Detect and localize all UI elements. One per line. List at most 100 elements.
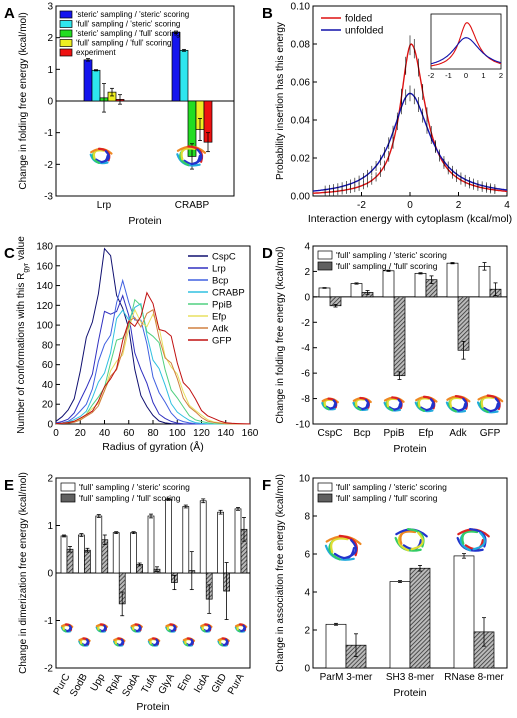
protein-ribbon-e5-6 — [153, 638, 160, 647]
protein-ribbon-e9-6 — [222, 638, 229, 647]
protein-ribbon-f2-6 — [410, 531, 424, 551]
bar-d-3-0 — [414, 272, 427, 298]
x-tick-label-b-0: -2 — [357, 200, 366, 211]
legend-label-c-5: Efp — [212, 312, 226, 323]
y-tick-label-a-2: -1 — [44, 128, 53, 139]
x-tick-label-b-2: 2 — [456, 200, 462, 211]
legend-label-c-7: GFP — [212, 336, 232, 347]
y-tick-label-c-3: 60 — [42, 360, 54, 371]
y-tick-label-e-2: 0 — [47, 569, 53, 580]
y-tick-label-a-6: 3 — [47, 2, 53, 13]
legend-label-f-0: 'full' sampling / 'steric' scoring — [336, 482, 447, 492]
series-line-c-6 — [55, 309, 250, 425]
x-tick-label-d-5: GFP — [480, 428, 501, 439]
inset-tick-label-b-4: 2 — [499, 71, 503, 80]
chart-panel-a: -3 -2 -1 0 1 2 3 Lrp CRABP Change in folding free… — [18, 2, 235, 227]
y-tick-label-c-1: 20 — [42, 400, 54, 411]
legend-swatch-a-0 — [59, 10, 73, 19]
legend-label-c-0: CspC — [212, 252, 236, 263]
y-tick-label-a-3: 0 — [47, 97, 53, 108]
bar-f-2-0 — [453, 555, 475, 669]
series-line-c-4 — [55, 298, 250, 425]
legend-swatch-d-1 — [317, 261, 333, 271]
protein-ribbon-e10-6 — [240, 624, 247, 633]
x-tick-label-c-4: 80 — [147, 428, 159, 439]
inset-frame-b — [430, 13, 502, 70]
y-tick-label-e-3: 1 — [47, 521, 53, 532]
legend-swatch-f-1 — [317, 493, 333, 503]
bar-a-0-1 — [91, 69, 101, 102]
y-tick-label-c-4: 80 — [42, 340, 54, 351]
legend-swatch-f-0 — [317, 482, 333, 492]
x-tick-label-a-0: Lrp — [97, 200, 112, 211]
protein-ribbon-e0-6 — [66, 624, 73, 633]
y-tick-label-d-1: -8 — [301, 394, 310, 405]
bar-d-2-0 — [382, 270, 395, 298]
legend-label-a-0: 'steric' sampling / 'steric' scoring — [76, 10, 189, 19]
y-tick-label-f-3: 6 — [304, 550, 310, 561]
panel-letter-d: D — [262, 245, 273, 262]
y-tick-label-c-9: 180 — [36, 242, 53, 253]
x-tick-label-d-1: Bcp — [353, 428, 371, 439]
bar-e-3-0 — [112, 532, 120, 574]
legend-label-a-3: 'full' sampling / 'full' scoring — [76, 39, 171, 48]
protein-ribbon-e4-6 — [135, 624, 142, 633]
y-tick-label-b-1: 0.02 — [291, 154, 311, 165]
panel-letter-f: F — [262, 477, 271, 494]
y-tick-label-f-4: 8 — [304, 512, 310, 523]
protein-ribbon-e1-6 — [83, 638, 90, 647]
legend-label-e-0: 'full' sampling / 'steric' scoring — [79, 482, 190, 492]
plot-frame-d — [312, 245, 508, 425]
y-axis-label-c: Number of conformations with this Rgyr v… — [16, 236, 30, 434]
protein-ribbon-e8-6 — [205, 624, 212, 633]
x-tick-label-c-5: 100 — [169, 428, 186, 439]
chart-panel-f: 0 2 4 6 8 10 ParM 3-mer SH3 8-mer RNase 8-mer Cha… — [275, 474, 508, 699]
bar-d-5-0 — [478, 265, 491, 298]
protein-ribbon-f2-3 — [399, 530, 417, 545]
bar-d-0-0 — [318, 287, 331, 298]
chart-panel-b: 0.00 0.02 0.04 0.06 0.08 0.10 -2 0 2 4 foldedunfol… — [275, 2, 512, 226]
x-axis-label-d: Protein — [393, 443, 426, 455]
bar-e-0-1 — [66, 548, 74, 574]
x-tick-label-c-6: 120 — [193, 428, 210, 439]
legend-label-d-0: 'full' sampling / 'steric' scoring — [336, 250, 447, 260]
inset-tick-label-b-2: 0 — [464, 71, 468, 80]
bar-a-1-0 — [171, 31, 181, 102]
y-tick-label-d-6: 2 — [304, 267, 310, 278]
x-tick-label-c-7: 140 — [217, 428, 234, 439]
protein-ribbon-d3-6 — [425, 398, 435, 412]
y-tick-label-e-1: -1 — [44, 616, 53, 627]
legend-label-c-3: CRABP — [212, 288, 245, 299]
protein-ribbon-a1-6 — [100, 150, 110, 164]
y-tick-label-c-0: 0 — [47, 420, 53, 431]
legend-swatch-a-4 — [59, 48, 73, 57]
bar-e-7-0 — [182, 506, 190, 574]
x-tick-label-e-6: GlyA — [157, 672, 178, 697]
y-axis-label-e: Change in dimerization free energy (kcal… — [18, 472, 29, 674]
bar-e-9-0 — [217, 511, 224, 574]
protein-ribbon-d4-3 — [449, 396, 463, 408]
bar-f-0-0 — [325, 623, 347, 669]
chart-panel-d: -10 -8 -6 -4 -2 0 2 4 CspC Bcp PpiB Efp Adk GFP Change… — [275, 242, 508, 455]
x-tick-label-c-3: 60 — [123, 428, 135, 439]
x-tick-label-a-1: CRABP — [175, 200, 210, 211]
protein-ribbon-f3-6 — [472, 531, 486, 551]
inset-tick-label-b-0: -2 — [428, 71, 435, 80]
y-tick-label-d-2: -6 — [301, 369, 310, 380]
protein-ribbon-f3-3 — [461, 530, 479, 545]
bar-e-10-0 — [234, 508, 242, 574]
bar-e-1-0 — [78, 534, 85, 574]
legend-label-f-1: 'full' sampling / 'full' scoring — [336, 493, 438, 503]
y-axis-label-a: Change in folding free energy (kcal/mol) — [18, 12, 29, 189]
y-tick-label-c-6: 120 — [36, 301, 53, 312]
legend-label-e-1: 'full' sampling / 'full' scoring — [79, 493, 181, 503]
legend-label-a-1: 'full' sampling / 'steric' scoring — [76, 20, 180, 29]
y-tick-label-d-4: -2 — [301, 318, 310, 329]
bar-f-1-0 — [389, 581, 411, 669]
legend-label-a-2: 'steric' sampling / 'full' scoring — [76, 29, 180, 38]
x-tick-label-d-0: CspC — [317, 428, 342, 439]
inset-line-b-1 — [430, 37, 502, 65]
bar-e-1-1 — [84, 549, 91, 574]
bar-e-0-0 — [60, 535, 68, 574]
